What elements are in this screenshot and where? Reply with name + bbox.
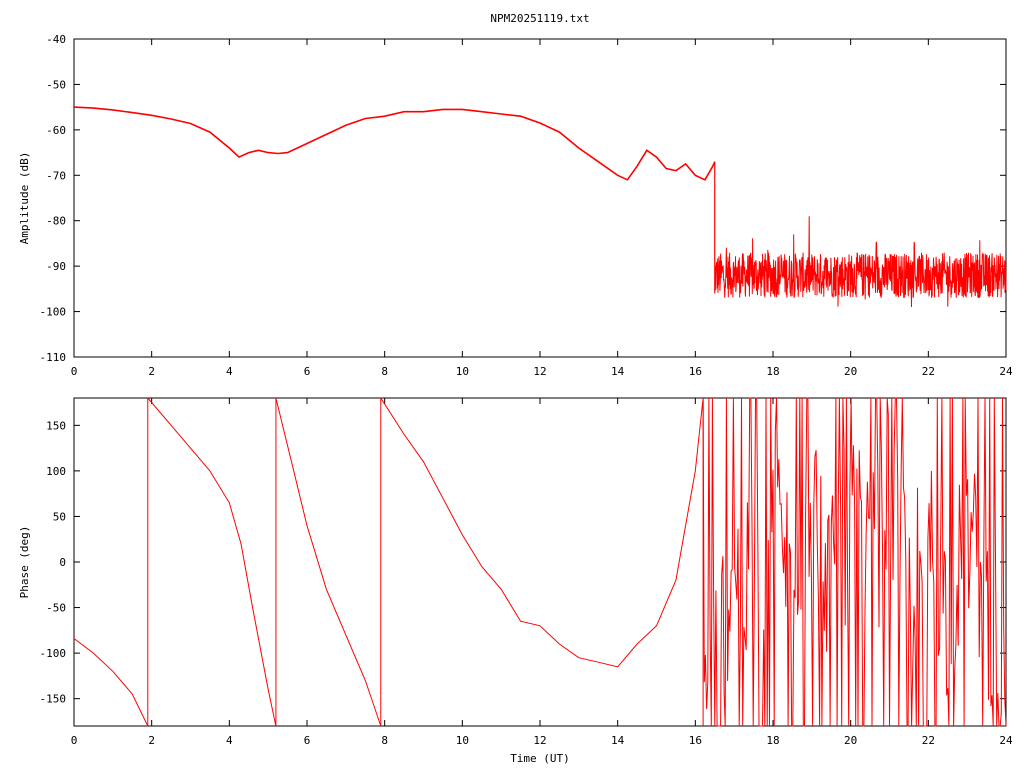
- x-tick-label: 20: [844, 734, 857, 747]
- x-tick-label: 6: [304, 734, 311, 747]
- series-line: [275, 397, 382, 727]
- x-tick-label: 14: [611, 365, 625, 378]
- x-tick-label: 0: [71, 365, 78, 378]
- series-line: [380, 397, 704, 668]
- x-tick-label: 2: [148, 734, 155, 747]
- x-tick-label: 22: [922, 365, 935, 378]
- y-tick-label: -50: [46, 78, 66, 91]
- y-tick-label: 150: [46, 419, 66, 432]
- y-tick-label: -90: [46, 260, 66, 273]
- x-tick-label: 14: [611, 734, 625, 747]
- x-tick-label: 2: [148, 365, 155, 378]
- y-tick-label: 50: [53, 510, 66, 523]
- x-tick-label: 16: [689, 365, 702, 378]
- y-tick-label: -150: [40, 693, 67, 706]
- y-tick-label: -80: [46, 215, 66, 228]
- y-axis-label: Phase (deg): [18, 526, 31, 599]
- x-tick-label: 16: [689, 734, 702, 747]
- x-tick-label: 18: [766, 734, 779, 747]
- x-tick-label: 12: [533, 734, 546, 747]
- y-tick-label: -70: [46, 169, 66, 182]
- x-tick-label: 20: [844, 365, 857, 378]
- x-tick-label: 22: [922, 734, 935, 747]
- series-line: [147, 397, 277, 727]
- x-tick-label: 24: [999, 365, 1013, 378]
- x-tick-label: 10: [456, 365, 469, 378]
- x-tick-label: 8: [381, 365, 388, 378]
- x-tick-label: 4: [226, 365, 233, 378]
- x-tick-label: 6: [304, 365, 311, 378]
- y-tick-label: -40: [46, 33, 66, 46]
- y-tick-label: 0: [59, 556, 66, 569]
- x-tick-label: 0: [71, 734, 78, 747]
- y-tick-label: -60: [46, 124, 66, 137]
- x-tick-label: 12: [533, 365, 546, 378]
- series-line: [73, 106, 716, 181]
- y-tick-label: 100: [46, 465, 66, 478]
- y-tick-label: -100: [40, 647, 67, 660]
- y-tick-label: -110: [40, 351, 67, 364]
- amplitude-panel: 0 2 4 6 8 10 12 14 16 18 20 22 24-40-50-60-70-80-90-…: [18, 33, 1013, 378]
- y-axis-label: Amplitude (dB): [18, 152, 31, 245]
- x-tick-label: 4: [226, 734, 233, 747]
- series-line: [73, 638, 149, 727]
- x-tick-label: 8: [381, 734, 388, 747]
- x-axis-label: Time (UT): [510, 752, 570, 765]
- x-tick-label: 24: [999, 734, 1013, 747]
- series-line: [714, 216, 1007, 308]
- series-line: [702, 397, 1007, 727]
- y-tick-label: -100: [40, 306, 67, 319]
- x-tick-label: 18: [766, 365, 779, 378]
- phase-panel: 0 2 4 6 8 10 12 14 16 18 20 22 24150100500-50-100-15…: [18, 397, 1013, 765]
- chart-title: NPM20251119.txt: [490, 12, 589, 25]
- x-tick-label: 10: [456, 734, 469, 747]
- y-tick-label: -50: [46, 602, 66, 615]
